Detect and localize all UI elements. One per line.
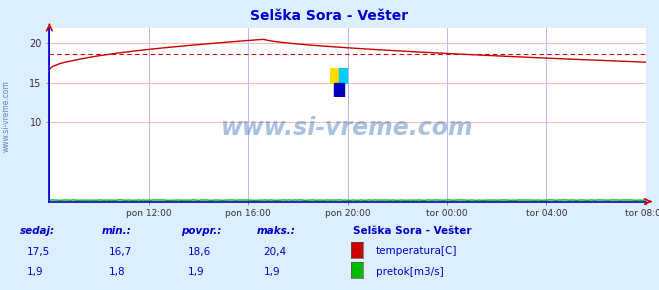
Text: 1,9: 1,9 [264, 267, 280, 277]
Bar [334, 83, 343, 97]
Text: 1,9: 1,9 [188, 267, 204, 277]
Text: min.:: min.: [102, 226, 132, 236]
Text: 16,7: 16,7 [109, 247, 132, 257]
Text: 18,6: 18,6 [188, 247, 211, 257]
Text: 1,8: 1,8 [109, 267, 125, 277]
Text: 20,4: 20,4 [264, 247, 287, 257]
Text: 17,5: 17,5 [26, 247, 49, 257]
Text: temperatura[C]: temperatura[C] [376, 246, 457, 256]
Text: sedaj:: sedaj: [20, 226, 55, 236]
Text: Selška Sora - Vešter: Selška Sora - Vešter [250, 9, 409, 23]
Text: 1,9: 1,9 [26, 267, 43, 277]
Text: www.si-vreme.com: www.si-vreme.com [2, 80, 11, 152]
Text: www.si-vreme.com: www.si-vreme.com [221, 117, 474, 140]
Bar [339, 68, 348, 83]
Text: povpr.:: povpr.: [181, 226, 221, 236]
Text: Selška Sora - Vešter: Selška Sora - Vešter [353, 226, 471, 236]
Text: pretok[m3/s]: pretok[m3/s] [376, 267, 444, 277]
Bar [330, 68, 339, 83]
Text: maks.:: maks.: [257, 226, 296, 236]
